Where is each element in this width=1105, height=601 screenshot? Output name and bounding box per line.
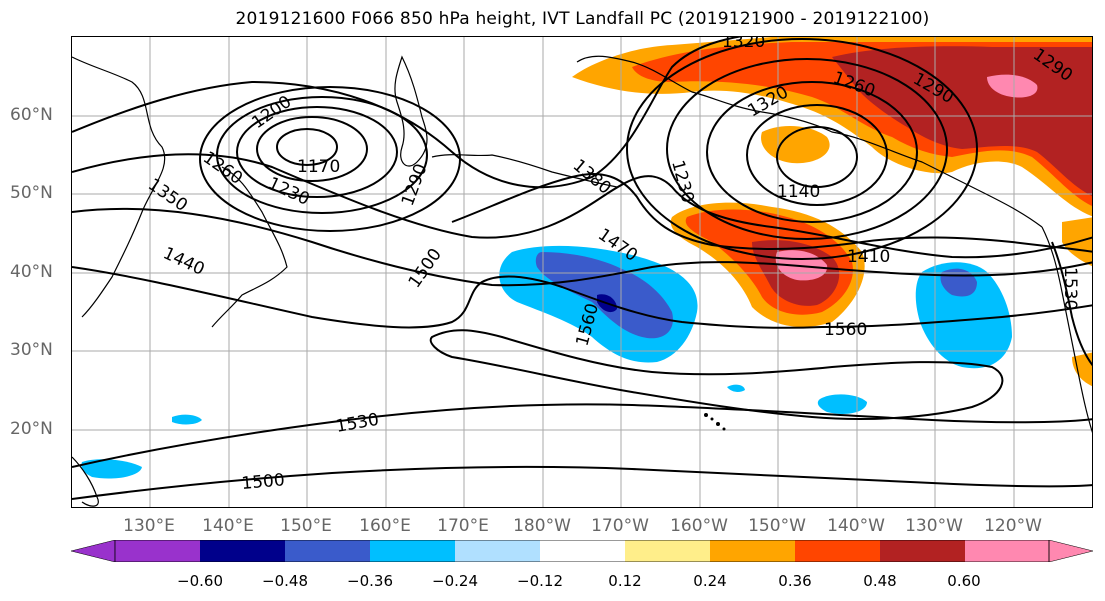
lon-label-180w: 180°W [513, 516, 571, 536]
contour-low-gulf-4 [666, 58, 948, 240]
colorbar-extend-right [1048, 539, 1094, 563]
contour-high-central [429, 329, 1004, 420]
lat-label-60n: 60°N [10, 105, 53, 125]
colorbar-tick-neg012: −0.12 [517, 572, 563, 590]
island-hawaii-4 [722, 427, 726, 431]
island-hawaii-2 [710, 417, 714, 421]
colorbar-seg-9 [795, 540, 880, 562]
colorbar-svg [70, 539, 1094, 563]
coastline-north-america [1041, 226, 1092, 433]
islands [704, 413, 726, 431]
contour-east-1530 [1051, 241, 1092, 367]
colorbar-tick-024: 0.24 [693, 572, 727, 590]
contour-label-1440: 1440 [160, 243, 208, 279]
contour-label-1320-top: 1320 [722, 37, 765, 52]
lon-label-150w: 150°W [748, 516, 806, 536]
contour-low-asia-3 [236, 106, 398, 198]
lon-label-160w: 160°W [670, 516, 728, 536]
colorbar-tick-neg060: −0.60 [177, 572, 223, 590]
colorbar-seg-3 [285, 540, 370, 562]
contour-1530 [72, 403, 1092, 468]
contour-zonal-3 [72, 207, 1092, 287]
contour-1500-south [72, 465, 1092, 500]
lon-label-140e: 140°E [202, 516, 254, 536]
island-hawaii-3 [716, 422, 720, 426]
lat-label-50n: 50°N [10, 183, 53, 203]
colorbar-extend-left [70, 539, 116, 563]
map-svg: 1320 1200 1170 1260 1230 1350 1290 1440 … [72, 37, 1092, 507]
negative-patch-west-pacific [172, 414, 202, 425]
height-contours [72, 37, 1092, 500]
lon-label-160e: 160°E [359, 516, 411, 536]
colorbar-seg-2 [200, 540, 285, 562]
lat-label-20n: 20°N [10, 419, 53, 439]
positive-field-alaska-pink [987, 74, 1038, 98]
contour-low-asia-2 [256, 116, 368, 182]
contour-zonal-1 [72, 37, 743, 189]
colorbar-tick-neg024: −0.24 [432, 572, 478, 590]
colorbar-tick-060: 0.60 [947, 572, 981, 590]
lon-label-150e: 150°E [280, 516, 332, 536]
colorbar-tick-neg036: −0.36 [347, 572, 393, 590]
coastline-kamchatka [394, 55, 428, 167]
negative-patch-hawaii-north [727, 384, 745, 392]
colorbar-seg-7 [625, 540, 710, 562]
contour-zonal-2 [72, 153, 1092, 259]
island-hawaii-1 [704, 413, 708, 417]
colorbar-tick-012: 0.12 [608, 572, 642, 590]
map-panel: 1320 1200 1170 1260 1230 1350 1290 1440 … [71, 36, 1093, 508]
lat-label-30n: 30°N [10, 340, 53, 360]
contour-label-1170: 1170 [297, 157, 340, 177]
colorbar-seg-1 [115, 540, 200, 562]
negative-patch-hawaii-east [817, 394, 867, 414]
contour-label-1500-south: 1500 [241, 470, 286, 494]
contour-label-1230-gulf: 1230 [667, 158, 698, 205]
contour-label-1530-south: 1530 [334, 410, 380, 437]
colorbar-seg-6 [540, 540, 625, 562]
positive-field-us-coast [1072, 352, 1092, 387]
colorbar-tick-036: 0.36 [778, 572, 812, 590]
colorbar [70, 539, 1094, 563]
lon-label-120w: 120°W [984, 516, 1042, 536]
negative-field-east-pacific [915, 262, 1012, 369]
contour-label-1530-east: 1530 [1060, 267, 1080, 310]
chart-title: 2019121600 F066 850 hPa height, IVT Land… [235, 9, 930, 29]
contour-label-1290-asia: 1290 [398, 161, 432, 208]
contour-pacific-north [451, 172, 1092, 253]
lon-label-140w: 140°W [827, 516, 885, 536]
contour-low-gulf-2 [746, 104, 888, 206]
coastline-alaska [576, 55, 1043, 228]
contour-label-1500-mid: 1500 [405, 245, 446, 292]
contour-low-gulf-3 [706, 81, 918, 223]
lon-label-170e: 170°E [437, 516, 489, 536]
colorbar-tick-neg048: −0.48 [262, 572, 308, 590]
colorbar-tick-048: 0.48 [863, 572, 897, 590]
contour-low-gulf-5 [626, 38, 978, 260]
contour-label-1560-east: 1560 [824, 320, 867, 340]
lon-label-170w: 170°W [591, 516, 649, 536]
contour-zonal-4 [72, 266, 1092, 329]
contour-low-gulf-1 [776, 126, 858, 188]
negative-patch-southwest [81, 459, 142, 479]
coastline-asia [72, 56, 166, 318]
contour-low-asia-1 [276, 128, 338, 166]
colorbar-seg-11 [965, 540, 1049, 562]
lon-label-130e: 130°E [123, 516, 175, 536]
contour-label-1140: 1140 [777, 182, 820, 202]
colorbar-seg-10 [880, 540, 965, 562]
colorbar-seg-5 [455, 540, 540, 562]
lon-label-130w: 130°W [905, 516, 963, 536]
lat-label-40n: 40°N [10, 262, 53, 282]
contour-label-1410: 1410 [847, 247, 890, 267]
coastline-philippines [72, 456, 99, 507]
colorbar-seg-4 [370, 540, 455, 562]
colorbar-seg-8 [710, 540, 795, 562]
